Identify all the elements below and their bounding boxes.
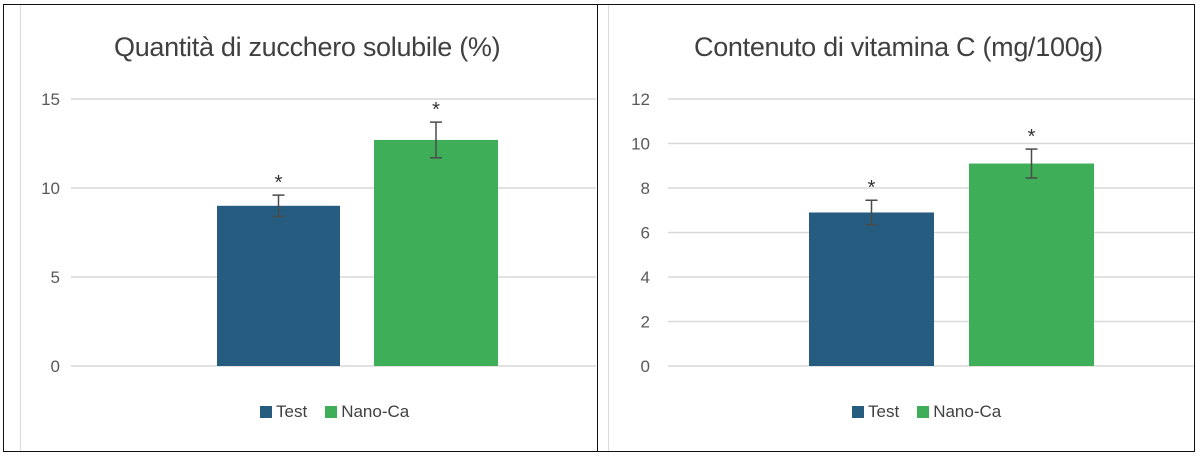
panel-edge	[20, 5, 21, 451]
bar-test	[217, 205, 340, 366]
legend-item-test: Test	[852, 402, 899, 422]
legend-label: Nano-Ca	[933, 402, 1002, 421]
y-tick-label: 15	[41, 90, 60, 109]
significance-asterisk: *	[275, 172, 283, 194]
legend-item-test: Test	[260, 402, 307, 422]
legend-label: Nano-Ca	[341, 402, 410, 421]
bar-plot-area: 0 5 10 15 * *	[41, 90, 596, 376]
bar-test	[809, 212, 934, 366]
y-tick-label: 6	[641, 224, 650, 243]
panel-edge	[608, 5, 609, 451]
y-tick-label: 4	[641, 268, 650, 287]
chart-title: Contenuto di vitamina C (mg/100g)	[694, 32, 1103, 62]
significance-asterisk: *	[432, 99, 440, 121]
bar-nano-ca	[969, 163, 1094, 366]
significance-asterisk: *	[1028, 126, 1036, 148]
legend-swatch-nano-ca	[917, 406, 930, 418]
legend-swatch-nano-ca	[325, 406, 338, 418]
legend-swatch-test	[852, 406, 864, 418]
legend: Test Nano-Ca	[852, 402, 1001, 422]
legend: Test Nano-Ca	[260, 402, 409, 422]
y-tick-label: 5	[51, 268, 60, 287]
significance-asterisk: *	[868, 177, 876, 199]
legend-item-nano-ca: Nano-Ca	[325, 402, 409, 422]
legend-label: Test	[868, 402, 900, 421]
y-tick-label: 12	[631, 90, 650, 109]
y-tick-label: 10	[41, 179, 60, 198]
legend-label: Test	[276, 402, 308, 421]
y-tick-label: 2	[641, 313, 650, 332]
chart-panel-sugar: Quantità di zucchero solubile (%) 0 5 10 15…	[3, 4, 598, 452]
legend-item-nano-ca: Nano-Ca	[917, 402, 1001, 422]
y-tick-label: 0	[51, 357, 60, 376]
y-tick-label: 8	[641, 179, 650, 198]
y-tick-label: 0	[641, 357, 650, 376]
chart-panel-vitamin-c: Contenuto di vitamina C (mg/100g) 0 2 4 6 8 1…	[597, 4, 1195, 452]
legend-swatch-test	[260, 406, 272, 418]
chart-title: Quantità di zucchero solubile (%)	[114, 32, 501, 62]
y-tick-label: 10	[631, 135, 650, 154]
bar-plot-area: 0 2 4 6 8 10 12 * *	[631, 90, 1194, 376]
bar-nano-ca	[374, 139, 498, 366]
